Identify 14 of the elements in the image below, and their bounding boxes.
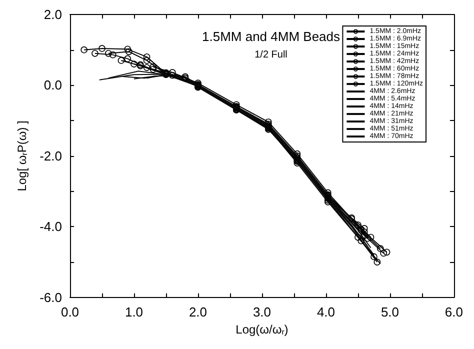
x-tick-label: 3.0: [252, 304, 272, 320]
x-tick-label: 2.0: [188, 304, 208, 320]
y-tick-label: 0.0: [44, 78, 62, 93]
x-tick-label: 1.0: [124, 304, 144, 320]
y-tick-label: -4.0: [40, 219, 62, 234]
x-tick-label: 4.0: [316, 304, 336, 320]
y-tick-label: 2.0: [44, 7, 62, 22]
x-tick-label: 0.0: [60, 304, 80, 320]
text: 1.5MM and 4MM Beads: [202, 29, 340, 44]
text: 1/2 Full: [254, 50, 288, 60]
y-tick-label: -2.0: [40, 148, 62, 164]
y-tick-label: -6.0: [40, 290, 62, 305]
x-tick-label: 6.0: [444, 304, 464, 320]
x-tick-label: 5.0: [380, 304, 400, 320]
